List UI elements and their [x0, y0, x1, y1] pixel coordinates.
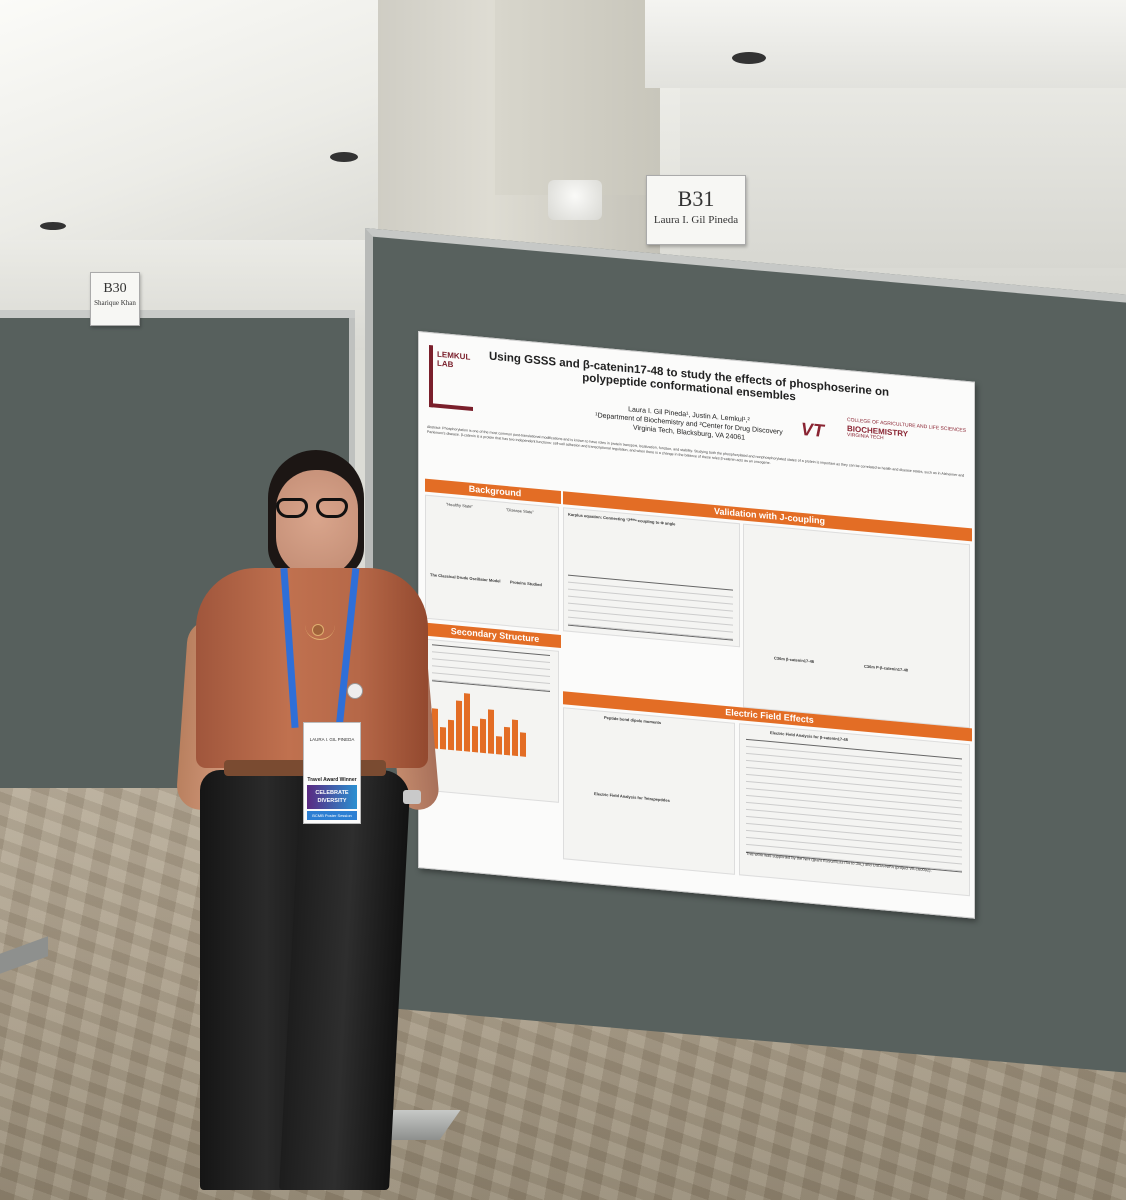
- lanyard: [280, 567, 360, 729]
- lab-logo-text: LEMKUL LAB: [437, 349, 471, 370]
- label-disease: "Disease State": [506, 507, 534, 515]
- ceiling-light: [40, 222, 66, 230]
- booth-code: B31: [677, 186, 715, 211]
- face: [276, 470, 358, 578]
- pendant-icon: [312, 624, 324, 636]
- jcoupling-table: [568, 574, 733, 641]
- booth-sign-b30: B30 Sharique Khan: [90, 272, 140, 326]
- secondary-structure-panel: [425, 638, 559, 803]
- jcoupling-results-panel: C36m β-catenin17-48 C36m P-β-catenin17-4…: [743, 523, 970, 729]
- pants-right-leg: [278, 770, 412, 1190]
- booth-presenter: Laura I. Gil Pineda: [653, 214, 739, 226]
- efield-table-panel: Electric Field Analysis for β-catenin17-…: [739, 723, 970, 897]
- booth-sign-b31: B31 Laura I. Gil Pineda: [646, 175, 746, 245]
- smoke-detector: [548, 180, 602, 220]
- efield-table: [746, 738, 962, 873]
- label-dipole: Peptide bond dipole moments: [604, 714, 662, 726]
- badge-session: BCMB Poster Session: [307, 811, 357, 820]
- badge-award: Travel Award Winner: [307, 777, 357, 783]
- label-drude: The Classical Drude Oscillator Model: [430, 572, 501, 584]
- lab-logo: LEMKUL LAB: [427, 345, 479, 414]
- badge-program: CELEBRATE DIVERSITY: [307, 785, 357, 809]
- label-healthy: "Healthy State": [446, 501, 473, 509]
- name-badge: LAURA I. GIL PINEDA Travel Award Winner …: [303, 722, 361, 824]
- vt-logo: VT: [801, 418, 825, 441]
- glasses-icon: [276, 498, 352, 522]
- label-proteins: Proteins Studied: [510, 579, 542, 588]
- karplus-panel: Karplus equation: Connecting ³Jᴴᴺᴴᵃ-coup…: [563, 507, 740, 648]
- watch-icon: [403, 790, 421, 804]
- efield-panel: Peptide bond dipole moments Electric Fie…: [563, 707, 735, 875]
- booth-presenter: Sharique Khan: [94, 299, 136, 307]
- label-c36m: C36m β-catenin17-48: [774, 655, 815, 665]
- necklace: [305, 615, 335, 640]
- label-c36m-p: C36m P-β-catenin17-48: [864, 663, 909, 673]
- label-efa-bcat: Electric Field Analysis for β-catenin17-…: [770, 730, 848, 743]
- background-panel: "Healthy State" "Disease State" The Clas…: [425, 494, 559, 631]
- back-wall-right: [680, 88, 1126, 268]
- helicity-bars: [432, 688, 526, 757]
- ceiling-light: [330, 152, 358, 162]
- booth-code: B30: [103, 281, 127, 296]
- ceiling-beam: [645, 0, 1126, 88]
- helicity-table: [432, 644, 550, 693]
- research-poster: LEMKUL LAB Using GSSS and β-catenin17-48…: [418, 331, 975, 919]
- badge-pin-icon: [347, 683, 363, 699]
- label-efa-tetra: Electric Field Analysis for Tetrapeptide…: [594, 791, 670, 803]
- column-face: [495, 0, 660, 195]
- badge-name: LAURA I. GIL PINEDA: [309, 737, 355, 742]
- ceiling-light: [732, 52, 766, 64]
- label-karplus: Karplus equation: Connecting ³Jᴴᴺᴴᵃ-coup…: [568, 511, 676, 527]
